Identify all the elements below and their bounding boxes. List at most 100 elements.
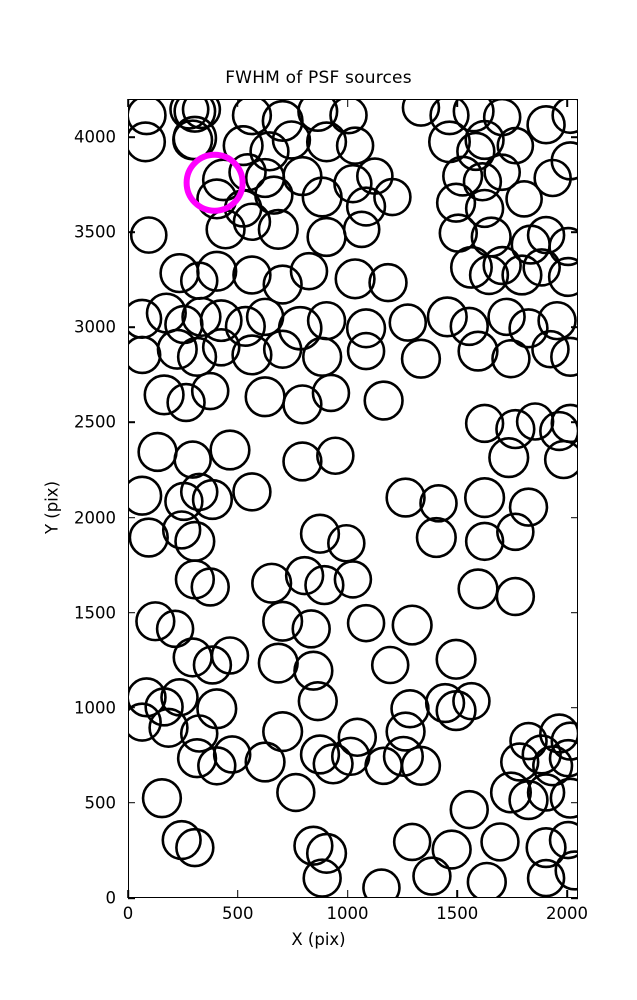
psf-source-circle — [464, 119, 505, 161]
psf-source-circle — [532, 745, 574, 787]
psf-source-circle — [232, 472, 272, 512]
psf-source-circle — [257, 208, 299, 250]
x-tick-label: 1500 — [436, 904, 479, 923]
y-tick-mark-right — [571, 611, 578, 614]
y-tick-label: 3500 — [74, 222, 116, 242]
x-tick-mark — [456, 890, 459, 898]
psf-source-circle — [526, 104, 566, 145]
y-tick-mark — [128, 231, 135, 233]
psf-source-circle — [463, 476, 506, 519]
y-tick-mark-right — [571, 516, 578, 519]
psf-source-circle — [515, 402, 555, 441]
psf-source-circle — [388, 303, 428, 342]
psf-source-circle — [141, 777, 183, 819]
y-tick-mark — [128, 421, 135, 424]
psf-source-circle — [337, 717, 378, 758]
psf-source-circle — [262, 264, 303, 305]
psf-source-circle — [548, 820, 577, 860]
psf-source-circle — [412, 856, 452, 896]
psf-source-circle — [449, 306, 489, 347]
psf-source-circle — [368, 262, 408, 303]
psf-source-circle — [496, 126, 535, 165]
psf-source-circle — [539, 410, 577, 452]
psf-source-circle — [537, 300, 577, 341]
psf-source-circle — [297, 680, 338, 722]
psf-source-circle — [161, 510, 202, 550]
psf-source-circle — [435, 182, 477, 223]
psf-source-circle — [400, 745, 442, 787]
psf-source-circle — [426, 296, 468, 338]
highlighted-source-circle — [183, 151, 246, 214]
psf-source-circle — [345, 186, 387, 227]
psf-source-circle — [257, 642, 299, 684]
highlight-circle — [183, 151, 246, 214]
psf-source-circle — [282, 441, 323, 482]
x-tick-mark — [566, 890, 568, 898]
psf-source-circle — [169, 100, 210, 130]
psf-source-circle — [181, 296, 222, 338]
psf-source-circle — [172, 637, 213, 678]
psf-source-circle — [464, 521, 505, 562]
psf-source-circle — [522, 248, 561, 287]
psf-source-circle — [262, 600, 304, 642]
psf-source-circle — [342, 210, 381, 249]
psf-source-circle — [385, 711, 426, 752]
psf-source-circle — [192, 645, 233, 685]
psf-source-circle — [549, 777, 577, 819]
psf-source-circle — [462, 162, 503, 202]
psf-source-circle — [480, 822, 520, 862]
psf-source-circle — [176, 336, 218, 378]
psf-source-circle — [373, 177, 412, 217]
psf-source-circle — [496, 512, 535, 552]
psf-source-circle — [550, 336, 577, 377]
psf-source-circle — [457, 330, 499, 372]
psf-source-circle — [135, 601, 176, 642]
psf-source-circle — [346, 331, 386, 371]
psf-source-circle — [505, 180, 543, 218]
psf-source-circle — [363, 380, 404, 421]
psf-source-circle — [495, 408, 536, 450]
x-tick-mark-top — [127, 99, 129, 107]
psf-source-circle — [452, 100, 495, 133]
psf-source-circle — [306, 300, 347, 341]
psf-source-circle — [156, 328, 198, 370]
psf-source-circle — [533, 158, 572, 198]
psf-source-circle — [175, 827, 215, 868]
x-tick-mark — [346, 890, 349, 898]
psf-source-circle — [488, 437, 530, 479]
y-tick-mark-right — [571, 326, 578, 329]
psf-source-circle — [489, 771, 533, 814]
psf-source-circle — [293, 650, 334, 691]
x-tick-mark-top — [566, 99, 568, 107]
scatter-layer — [129, 100, 577, 897]
psf-source-circle — [392, 822, 432, 862]
psf-source-circle — [508, 779, 549, 821]
psf-source-circle — [301, 336, 343, 378]
psf-source-circle — [333, 163, 373, 204]
psf-source-circle — [271, 120, 312, 160]
psf-source-circle — [201, 328, 241, 367]
psf-source-circle — [179, 714, 219, 753]
y-tick-mark — [128, 326, 135, 329]
psf-source-circle — [435, 638, 477, 680]
psf-source-circle — [554, 850, 577, 891]
psf-source-circle — [483, 153, 522, 192]
psf-source-circle — [509, 721, 548, 761]
psf-source-circle — [464, 188, 505, 229]
y-tick-label: 500 — [84, 793, 117, 813]
psf-source-circle — [129, 216, 168, 254]
psf-source-circle — [251, 562, 293, 604]
y-tick-mark-right — [571, 231, 578, 233]
y-tick-label: 2500 — [74, 412, 116, 432]
y-tick-mark-right — [571, 897, 578, 899]
psf-source-circle — [499, 742, 540, 782]
psf-source-circle — [176, 738, 218, 779]
psf-source-circle — [429, 100, 470, 136]
psf-source-circle — [305, 121, 348, 163]
psf-source-circle — [159, 252, 200, 294]
psf-source-circle — [276, 772, 316, 813]
psf-source-circle — [306, 216, 347, 258]
psf-source-circle — [456, 131, 496, 172]
psf-source-circle — [495, 576, 536, 617]
psf-source-circle — [305, 832, 348, 874]
